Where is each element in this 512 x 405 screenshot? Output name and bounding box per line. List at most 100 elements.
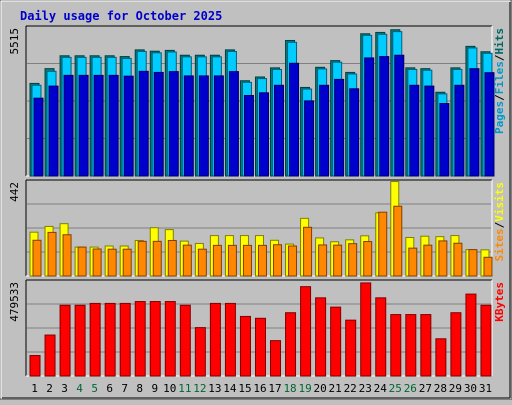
bar-kbytes-day-13 <box>209 302 221 377</box>
bar-kbytes-day-22 <box>345 319 357 377</box>
x-tick-label-27: 27 <box>419 382 432 395</box>
legend-hits-files-pages: Pages/Files/Hits <box>493 28 506 134</box>
bar-sites-day-12 <box>197 248 207 277</box>
bar-sites-day-3 <box>62 234 72 277</box>
legend-entry: / <box>493 54 506 61</box>
x-tick-label-6: 6 <box>106 382 113 395</box>
bar-pages-day-31 <box>484 72 495 177</box>
bar-kbytes-day-14 <box>224 302 236 377</box>
legend-text: KBytes <box>493 282 506 322</box>
x-tick-label-9: 9 <box>151 382 158 395</box>
x-tick-label-11: 11 <box>178 382 191 395</box>
bar-kbytes-day-27 <box>420 314 432 377</box>
bar-kbytes-day-30 <box>465 293 477 377</box>
bar-kbytes-day-16 <box>254 317 266 377</box>
x-tick-label-28: 28 <box>434 382 447 395</box>
bar-kbytes-day-11 <box>179 304 191 377</box>
bar-sites-day-5 <box>92 248 102 277</box>
legend-text: Sites/Visits <box>493 182 506 262</box>
bar-kbytes-day-24 <box>375 297 387 377</box>
x-tick-label-16: 16 <box>253 382 266 395</box>
panel-visits-sites: 442 Sites/Visits <box>8 179 506 277</box>
bar-sites-day-31 <box>483 256 493 277</box>
bar-sites-day-26 <box>408 247 418 277</box>
bar-pages-day-22 <box>349 88 360 177</box>
bar-pages-day-17 <box>274 84 285 177</box>
bar-pages-day-18 <box>289 62 300 177</box>
bar-pages-day-29 <box>454 84 465 177</box>
bar-sites-day-19 <box>303 226 313 277</box>
x-tick-label-8: 8 <box>136 382 143 395</box>
legend-entry: / <box>493 94 506 101</box>
bar-pages-day-19 <box>304 100 315 177</box>
bar-kbytes-day-9 <box>149 301 161 377</box>
bar-sites-day-21 <box>333 244 343 277</box>
bar-kbytes-day-31 <box>480 304 492 377</box>
x-tick-label-3: 3 <box>61 382 68 395</box>
bar-kbytes-day-5 <box>89 302 101 377</box>
bar-pages-day-30 <box>469 68 480 177</box>
bar-sites-day-23 <box>363 241 373 277</box>
bar-kbytes-day-28 <box>435 338 447 377</box>
bar-pages-day-20 <box>319 84 330 177</box>
bar-pages-day-15 <box>243 94 254 177</box>
x-tick-label-19: 19 <box>298 382 311 395</box>
bar-sites-day-16 <box>257 244 267 277</box>
bar-pages-day-8 <box>138 70 149 177</box>
legend-entry: / <box>493 221 506 228</box>
x-axis-day-labels: 1 2 3 4 5 6 7 8 9 10 11 12 13 14 15 16 17 18 19 20 21 22 23 24 2… <box>31 382 492 395</box>
bar-kbytes-day-23 <box>360 282 372 377</box>
x-tick-label-31: 31 <box>479 382 492 395</box>
bar-kbytes-day-29 <box>450 312 462 377</box>
x-tick-label-21: 21 <box>329 382 342 395</box>
bar-sites-day-24 <box>378 211 388 277</box>
bar-kbytes-day-15 <box>239 315 251 377</box>
bar-pages-day-10 <box>168 71 179 177</box>
bar-sites-day-30 <box>468 249 478 277</box>
bar-pages-day-16 <box>258 92 269 177</box>
bar-sites-day-9 <box>152 240 162 277</box>
bar-sites-day-4 <box>77 246 87 277</box>
x-tick-label-7: 7 <box>121 382 128 395</box>
bar-pages-day-6 <box>108 74 119 177</box>
x-tick-label-15: 15 <box>238 382 251 395</box>
panels: 5515Pages/Files/Hits442Sites/Visits47953… <box>8 25 506 377</box>
bar-sites-day-28 <box>438 240 448 277</box>
legend-entry: Pages <box>493 101 506 134</box>
bar-sites-day-29 <box>453 242 463 277</box>
bar-pages-day-11 <box>183 75 194 177</box>
bar-kbytes-day-2 <box>44 334 56 377</box>
x-tick-label-2: 2 <box>46 382 53 395</box>
bar-kbytes-day-6 <box>104 302 116 377</box>
bar-pages-day-14 <box>228 71 239 177</box>
bar-sites-day-20 <box>318 244 328 277</box>
legend-kbytes: KBytes <box>493 282 506 322</box>
x-tick-label-29: 29 <box>449 382 462 395</box>
bar-sites-day-25 <box>393 205 403 277</box>
bar-kbytes-day-21 <box>330 306 342 377</box>
bar-pages-day-24 <box>379 56 390 177</box>
bar-pages-day-21 <box>334 78 345 177</box>
bar-sites-day-2 <box>47 231 57 277</box>
bar-sites-day-8 <box>137 240 147 277</box>
bar-pages-day-28 <box>439 103 450 177</box>
x-tick-label-20: 20 <box>314 382 327 395</box>
x-tick-label-26: 26 <box>404 382 417 395</box>
x-tick-label-18: 18 <box>283 382 296 395</box>
x-tick-label-5: 5 <box>91 382 98 395</box>
bar-sites-day-1 <box>32 239 42 277</box>
legend-visits-sites: Sites/Visits <box>493 182 506 262</box>
legend-entry: Files <box>493 61 506 94</box>
bar-sites-day-10 <box>167 239 177 277</box>
bar-kbytes-day-7 <box>119 302 131 377</box>
bar-pages-day-13 <box>213 75 224 177</box>
bar-kbytes-day-10 <box>164 301 176 377</box>
bar-pages-day-1 <box>33 97 44 177</box>
bar-kbytes-day-4 <box>74 304 86 377</box>
legend-entry: Sites <box>493 228 506 261</box>
x-tick-label-13: 13 <box>208 382 221 395</box>
bar-pages-day-5 <box>93 74 104 177</box>
